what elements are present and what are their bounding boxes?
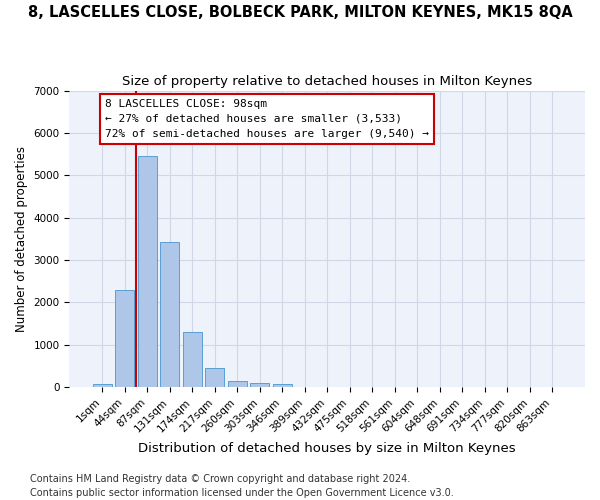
Title: Size of property relative to detached houses in Milton Keynes: Size of property relative to detached ho… [122, 75, 532, 88]
Bar [115, 290, 134, 387]
Bar [183, 332, 202, 387]
Text: 8, LASCELLES CLOSE, BOLBECK PARK, MILTON KEYNES, MK15 8QA: 8, LASCELLES CLOSE, BOLBECK PARK, MILTON… [28, 5, 572, 20]
X-axis label: Distribution of detached houses by size in Milton Keynes: Distribution of detached houses by size … [139, 442, 516, 455]
Bar [138, 156, 157, 387]
Y-axis label: Number of detached properties: Number of detached properties [15, 146, 28, 332]
Bar [205, 368, 224, 387]
Text: 8 LASCELLES CLOSE: 98sqm
← 27% of detached houses are smaller (3,533)
72% of sem: 8 LASCELLES CLOSE: 98sqm ← 27% of detach… [105, 99, 429, 138]
Bar [250, 383, 269, 387]
Bar [272, 384, 292, 387]
Bar [228, 380, 247, 387]
Bar [93, 384, 112, 387]
Text: Contains HM Land Registry data © Crown copyright and database right 2024.
Contai: Contains HM Land Registry data © Crown c… [30, 474, 454, 498]
Bar [160, 242, 179, 387]
